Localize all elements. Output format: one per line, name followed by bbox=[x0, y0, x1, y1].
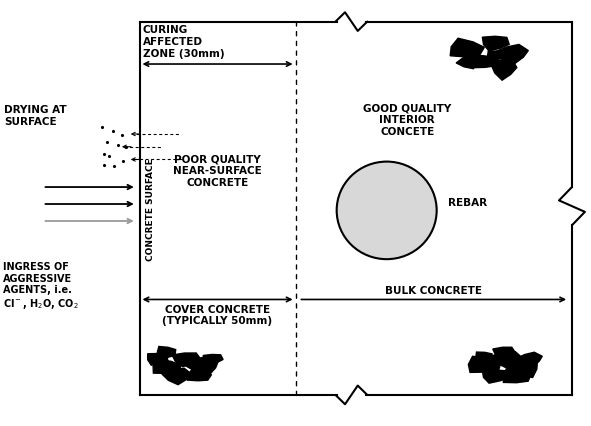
Polygon shape bbox=[186, 356, 219, 375]
Polygon shape bbox=[491, 60, 517, 81]
Text: DRYING AT
SURFACE: DRYING AT SURFACE bbox=[4, 105, 67, 127]
Polygon shape bbox=[516, 352, 543, 366]
Polygon shape bbox=[162, 368, 191, 385]
Polygon shape bbox=[482, 37, 509, 52]
Text: CURING
AFFECTED
ZONE (30mm): CURING AFFECTED ZONE (30mm) bbox=[142, 26, 224, 58]
Polygon shape bbox=[450, 39, 485, 58]
Polygon shape bbox=[203, 354, 223, 365]
Text: POOR QUALITY
NEAR-SURFACE
CONCRETE: POOR QUALITY NEAR-SURFACE CONCRETE bbox=[173, 154, 262, 187]
Text: BULK CONCRETE: BULK CONCRETE bbox=[385, 285, 482, 296]
Polygon shape bbox=[157, 347, 176, 358]
Polygon shape bbox=[503, 367, 531, 383]
Text: INGRESS OF
AGGRESSIVE
AGENTS, i.e.
Cl$^-$, H$_2$O, CO$_2$: INGRESS OF AGGRESSIVE AGENTS, i.e. Cl$^-… bbox=[2, 262, 79, 311]
Polygon shape bbox=[491, 352, 522, 368]
Text: GOOD QUALITY
INTERIOR
CONCETE: GOOD QUALITY INTERIOR CONCETE bbox=[363, 104, 452, 136]
Polygon shape bbox=[482, 370, 509, 383]
Ellipse shape bbox=[337, 162, 437, 259]
Polygon shape bbox=[488, 52, 504, 61]
Polygon shape bbox=[468, 357, 501, 373]
Text: CONCRETE SURFACE: CONCRETE SURFACE bbox=[146, 158, 155, 260]
Polygon shape bbox=[187, 369, 212, 381]
Text: REBAR: REBAR bbox=[449, 197, 488, 207]
Polygon shape bbox=[493, 348, 515, 360]
Polygon shape bbox=[153, 359, 181, 374]
Polygon shape bbox=[148, 354, 168, 366]
Polygon shape bbox=[506, 357, 537, 377]
Text: COVER CONCRETE
(TYPICALLY 50mm): COVER CONCRETE (TYPICALLY 50mm) bbox=[163, 304, 272, 325]
Polygon shape bbox=[172, 353, 201, 367]
Polygon shape bbox=[476, 352, 492, 362]
Polygon shape bbox=[470, 56, 499, 69]
Polygon shape bbox=[456, 56, 478, 69]
Polygon shape bbox=[495, 45, 528, 64]
